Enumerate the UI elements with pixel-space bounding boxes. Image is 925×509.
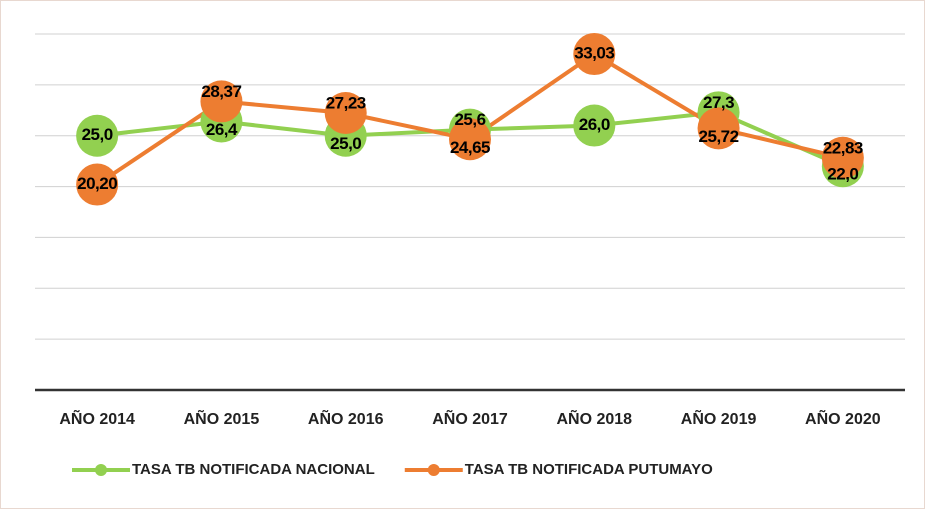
point: [821, 136, 864, 179]
x-tick-label: AÑO 2017: [432, 408, 508, 428]
x-tick-label: AÑO 2019: [681, 408, 757, 428]
point: [697, 107, 740, 150]
point: [324, 92, 367, 135]
legend-label: TASA TB NOTIFICADA NACIONAL: [132, 461, 375, 478]
x-tick-label: AÑO 2016: [308, 408, 384, 428]
x-tick-label: AÑO 2015: [184, 408, 260, 428]
legend-label: TASA TB NOTIFICADA PUTUMAYO: [465, 461, 713, 478]
point: [449, 118, 491, 161]
data-label: 25,6: [454, 110, 485, 129]
data-label: 27,3: [703, 93, 734, 112]
point: [76, 114, 119, 157]
data-label: 33,03: [574, 44, 614, 63]
x-tick-label: AÑO 2018: [556, 408, 632, 428]
point: [76, 163, 119, 206]
data-label: 26,0: [579, 115, 610, 134]
legend-marker: [95, 464, 107, 476]
point: [573, 33, 616, 76]
legend-marker: [427, 464, 440, 476]
data-label: 24,65: [450, 138, 490, 157]
labels: AÑO 2014 AÑO 2015 AÑO 2016 AÑO 2017 AÑO 2018…: [59, 44, 880, 478]
point: [200, 80, 243, 123]
data-label: 22,0: [827, 165, 858, 184]
lines: [76, 33, 864, 206]
x-tick-label: AÑO 2020: [805, 408, 881, 428]
x-tick-label: AÑO 2014: [59, 408, 135, 428]
data-label: 25,0: [82, 125, 113, 144]
data-label: 27,23: [326, 94, 366, 113]
point: [573, 104, 616, 147]
data-label: 26,4: [206, 120, 238, 139]
data-label: 22,83: [823, 138, 863, 157]
data-label: 25,72: [699, 127, 739, 146]
data-label: 25,0: [330, 134, 361, 153]
data-label: 20,20: [77, 174, 117, 193]
data-label: 28,37: [201, 82, 241, 101]
